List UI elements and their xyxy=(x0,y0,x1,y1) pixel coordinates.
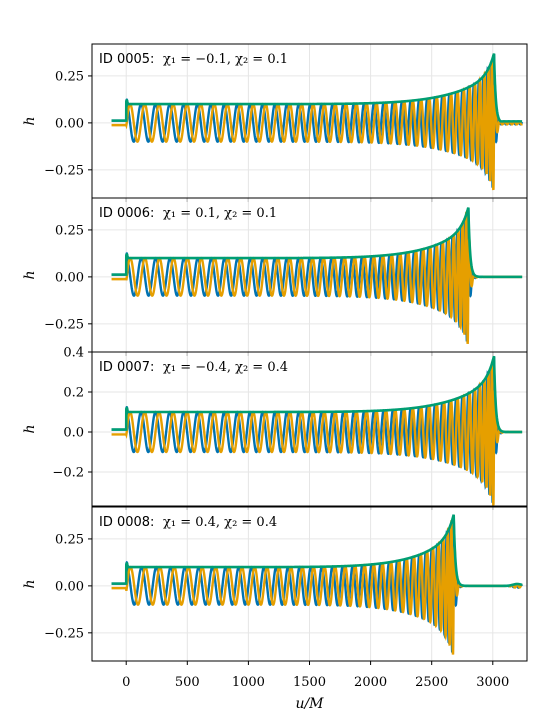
y-axis-label: h xyxy=(22,424,38,433)
y-tick-label: −0.2 xyxy=(52,466,84,481)
series-amplitude-line xyxy=(111,355,523,434)
y-axis-label: h xyxy=(22,116,38,125)
y-tick-label: 0.25 xyxy=(55,532,84,547)
x-axis-label: u/M xyxy=(295,696,324,712)
x-tick-label: 500 xyxy=(175,675,200,690)
y-axis-label: h xyxy=(22,579,38,588)
x-tick-label: 1500 xyxy=(293,675,326,690)
series-amplitude-line xyxy=(111,53,523,123)
y-tick-label: 0.0 xyxy=(63,426,84,441)
series-cross-line xyxy=(111,58,524,191)
y-tick-label: −0.25 xyxy=(44,163,84,178)
panel-4: −0.25 0.00 0.25 h ID 0008: χ₁ = 0.4, χ₂ = 0.4 xyxy=(22,506,528,665)
panel-title-params: χ₁ = −0.1, χ₂ = 0.1 xyxy=(163,52,288,67)
panel-3: −0.2 0.0 0.2 0.4 h ID 0007: χ₁ = −0.4, χ₂ = 0.… xyxy=(22,346,528,510)
y-tick-label: −0.25 xyxy=(44,317,84,332)
panels-group: −0.25 0.00 0.25 h ID 0005: χ₁ = −0.1, χ₂ = 0.… xyxy=(22,43,528,665)
y-tick-label: −0.25 xyxy=(44,626,84,641)
curves xyxy=(111,514,524,655)
panel-title-params: χ₁ = −0.4, χ₂ = 0.4 xyxy=(163,360,288,375)
series-amplitude-line xyxy=(111,207,523,279)
y-tick-label: 0.25 xyxy=(55,69,84,84)
panel-title-id: ID 0007: xyxy=(99,360,154,375)
x-tick-label: 2500 xyxy=(415,675,448,690)
panel-title-params: χ₁ = 0.1, χ₂ = 0.1 xyxy=(163,206,277,221)
x-axis: 0 500 1000 1500 2000 2500 3000 u/M xyxy=(122,675,509,712)
x-tick-label: 0 xyxy=(122,675,130,690)
curves xyxy=(111,207,523,345)
panel-2: −0.25 0.00 0.25 h ID 0006: χ₁ = 0.1, χ₂ = 0.1 xyxy=(22,197,528,356)
panel-1: −0.25 0.00 0.25 h ID 0005: χ₁ = −0.1, χ₂ = 0.… xyxy=(22,43,528,202)
series-amplitude-line xyxy=(111,514,523,588)
y-tick-label: 0.00 xyxy=(55,579,84,594)
y-axis-label: h xyxy=(22,270,38,279)
series-cross-line xyxy=(111,520,523,655)
y-tick-label: 0.4 xyxy=(63,346,84,361)
curves xyxy=(111,355,523,506)
x-tick-label: 2000 xyxy=(354,675,387,690)
y-tick-label: 0.00 xyxy=(55,270,84,285)
series-cross-line xyxy=(111,362,523,506)
panel-title-id: ID 0008: xyxy=(99,515,154,530)
panel-title-id: ID 0005: xyxy=(99,52,154,67)
x-tick-label: 1000 xyxy=(232,675,265,690)
x-tick-label: 3000 xyxy=(476,675,509,690)
y-tick-label: 0.2 xyxy=(63,386,84,401)
panel-title-id: ID 0006: xyxy=(99,206,154,221)
y-tick-label: 0.25 xyxy=(55,223,84,238)
curves xyxy=(111,53,524,191)
y-tick-label: 0.00 xyxy=(55,116,84,131)
panel-title-params: χ₁ = 0.4, χ₂ = 0.4 xyxy=(163,515,277,530)
